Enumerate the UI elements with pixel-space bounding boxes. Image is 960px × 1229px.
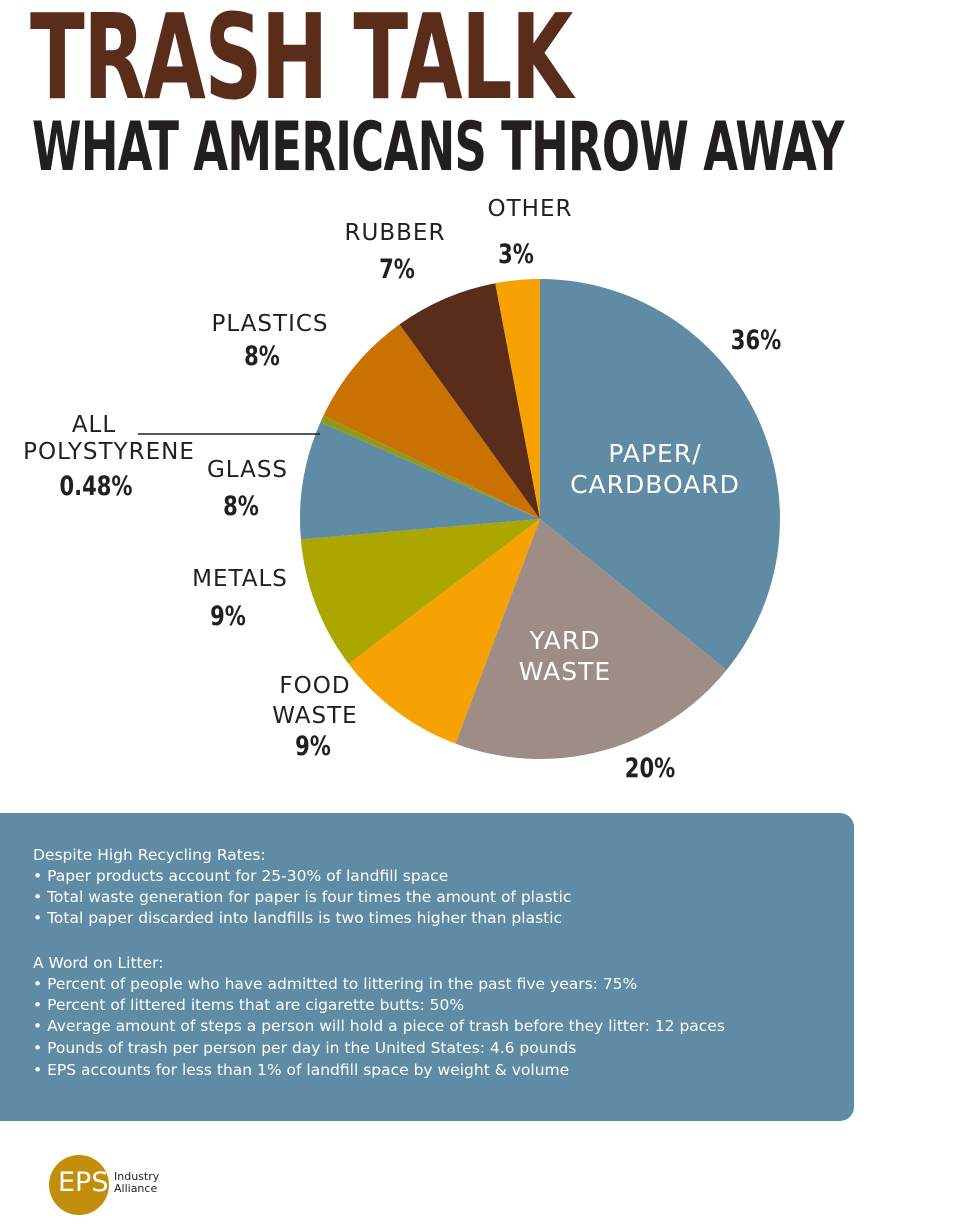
list-item: • Average amount of steps a person will …: [33, 1017, 725, 1035]
pie-slice-paper-cardboard: [540, 279, 781, 670]
food-label: FOOD WASTE: [255, 671, 375, 731]
pie-slice-rubber: [399, 283, 540, 519]
yard-label-line1: YARD: [529, 626, 601, 655]
list-item: • Total paper discarded into landfills i…: [33, 909, 563, 927]
polystyrene-label-line2: POLYSTYRENE: [23, 439, 195, 465]
eps-logo-name-line2: Alliance: [114, 1182, 158, 1195]
other-label: OTHER: [487, 196, 573, 222]
paper-label-line1: PAPER/: [608, 439, 702, 468]
pie-slice-other: [495, 279, 540, 519]
pie-slice-yard-waste: [455, 519, 727, 760]
metals-label: METALS: [192, 566, 288, 592]
eps-logo-text: EPS: [58, 1167, 109, 1198]
recycling-heading: Despite High Recycling Rates:: [33, 846, 266, 864]
other-pct: 3%: [498, 239, 534, 270]
pie-slice-glass: [300, 422, 540, 540]
list-item: • Pounds of trash per person per day in …: [33, 1039, 577, 1057]
plastics-pct: 8%: [244, 341, 280, 372]
rubber-label: RUBBER: [344, 220, 446, 246]
list-item: • Percent of littered items that are cig…: [33, 996, 465, 1014]
food-pct: 9%: [295, 731, 331, 762]
info-panel: Despite High Recycling Rates: • Paper pr…: [0, 813, 854, 1121]
yard-label: YARD WASTE: [505, 625, 625, 687]
list-item: • Percent of people who have admitted to…: [33, 975, 638, 993]
litter-section: A Word on Litter: • Percent of people wh…: [33, 953, 725, 1081]
eps-logo-name-line1: Industry: [114, 1170, 160, 1183]
page-title: TRASH TALK: [30, 0, 573, 126]
yard-pct: 20%: [624, 753, 676, 784]
pie-slice-food-waste: [348, 519, 540, 744]
polystyrene-label-line1: ALL: [71, 412, 117, 438]
rubber-pct: 7%: [379, 254, 415, 285]
metals-pct: 9%: [210, 601, 246, 632]
list-item: • Total waste generation for paper is fo…: [33, 888, 572, 906]
paper-label: PAPER/ CARDBOARD: [560, 438, 750, 500]
glass-label: GLASS: [206, 457, 289, 483]
plastics-label: PLASTICS: [211, 311, 329, 337]
litter-list: • Percent of people who have admitted to…: [33, 974, 725, 1081]
food-label-line1: FOOD: [279, 673, 351, 699]
list-item: • EPS accounts for less than 1% of landf…: [33, 1061, 570, 1079]
glass-pct: 8%: [223, 491, 259, 522]
recycling-section: Despite High Recycling Rates: • Paper pr…: [33, 845, 571, 929]
recycling-list: • Paper products account for 25-30% of l…: [33, 866, 571, 929]
food-label-line2: WASTE: [272, 703, 358, 729]
polystyrene-label: ALL POLYSTYRENE: [20, 412, 198, 466]
eps-logo-mark: [49, 1155, 109, 1215]
yard-label-line2: WASTE: [518, 657, 612, 686]
pie-slice-plastics: [323, 324, 540, 519]
eps-logo-name: Industry Alliance: [114, 1171, 174, 1195]
pie-slice-all-polystyrene: [320, 415, 540, 519]
pie-slice-metals: [300, 519, 540, 664]
paper-pct: 36%: [730, 325, 782, 356]
paper-label-line2: CARDBOARD: [570, 470, 740, 499]
page-subtitle: WHAT AMERICANS THROW AWAY: [32, 108, 844, 187]
litter-heading: A Word on Litter:: [33, 954, 164, 972]
list-item: • Paper products account for 25-30% of l…: [33, 867, 449, 885]
pie-chart: [138, 279, 781, 760]
polystyrene-pct: 0.48%: [59, 471, 133, 502]
